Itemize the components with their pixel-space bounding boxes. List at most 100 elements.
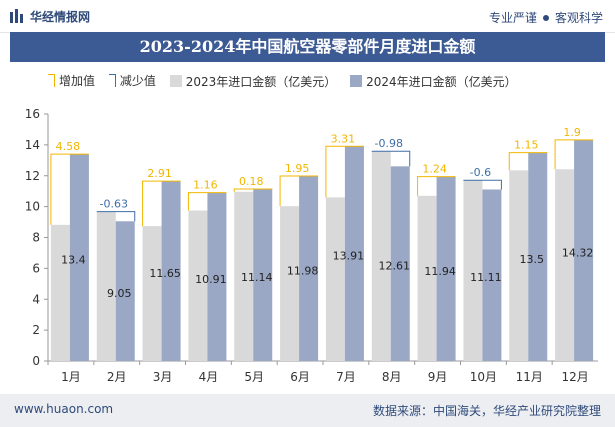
bar-2023	[96, 211, 116, 361]
legend-2023-label: 2023年进口金额（亿美元）	[185, 74, 337, 89]
bar-2023	[555, 169, 575, 361]
bar-2023	[280, 206, 300, 361]
value-label-2024: 14.32	[562, 246, 594, 259]
increase-bracket	[233, 188, 273, 192]
change-label: 1.16	[193, 179, 218, 192]
value-label-2024: 11.94	[424, 265, 456, 278]
bar-2023	[325, 197, 345, 361]
bar-2024	[390, 166, 410, 361]
legend-increase-label: 增加值	[59, 74, 96, 88]
legend-2024[interactable]: 2024年进口金额（亿美元）	[350, 73, 517, 90]
data-source: 数据来源：中国海关，华经产业研究院整理	[372, 404, 601, 418]
bar-2023	[234, 191, 254, 361]
slogan-1: 专业严谨	[488, 11, 537, 25]
value-label-2024: 12.61	[379, 260, 411, 273]
increase-bracket	[50, 153, 89, 225]
legend-decrease-label: 减少值	[119, 74, 156, 88]
decrease-bracket	[371, 150, 411, 167]
legend-decrease[interactable]: 减少值	[108, 72, 156, 89]
increase-bracket	[187, 192, 227, 211]
bar-2024	[299, 176, 319, 361]
bar-2023	[50, 224, 70, 361]
value-label-2024: 11.65	[149, 267, 181, 280]
bar-2024	[207, 192, 227, 361]
bar-2023	[509, 170, 529, 361]
x-tick-label: 7月	[336, 370, 356, 384]
bar-2023	[142, 226, 162, 361]
x-tick-label: 6月	[290, 370, 310, 384]
website-link[interactable]: www.huaon.com	[14, 402, 114, 416]
brand-logo[interactable]: 华经情报网	[10, 8, 90, 25]
y-tick-label: 4	[32, 292, 40, 306]
bar-2024	[69, 154, 89, 361]
swatch-2023	[169, 75, 182, 87]
change-label: 1.95	[285, 162, 310, 175]
logo-text: 华经情报网	[30, 10, 91, 24]
bar-2024	[253, 189, 273, 361]
change-label: 1.15	[514, 139, 539, 152]
value-label-2024: 13.91	[333, 250, 365, 263]
change-label: 2.91	[147, 167, 172, 180]
footer: www.huaon.com 数据来源：中国海关，华经产业研究院整理	[0, 394, 615, 427]
legend-increase[interactable]: 增加值	[48, 72, 95, 89]
decrease-bracket	[463, 179, 502, 190]
increase-bracket	[325, 145, 364, 198]
y-tick-label: 0	[32, 354, 40, 368]
increase-bracket	[142, 180, 181, 227]
change-label: 1.9	[563, 126, 581, 139]
y-tick-label: 10	[25, 200, 40, 214]
x-tick-label: 11月	[516, 370, 543, 384]
y-tick-label: 12	[25, 169, 40, 183]
legend: 增加值 减少值 2023年进口金额（亿美元） 2024年进口金额（亿美元）	[48, 72, 527, 90]
change-label: 0.18	[239, 175, 264, 188]
x-tick-label: 9月	[428, 370, 448, 384]
bar-2024	[528, 152, 548, 361]
change-label: 4.58	[56, 140, 81, 153]
value-label-2024: 11.98	[287, 265, 319, 278]
bar-2024	[436, 176, 456, 361]
bar-2024	[161, 181, 181, 361]
value-label-2024: 9.05	[107, 287, 132, 300]
x-tick-label: 12月	[561, 370, 588, 384]
change-label: 1.24	[422, 163, 447, 176]
value-label-2024: 11.14	[241, 271, 273, 284]
slogan: 专业严谨 客观科学	[489, 9, 603, 26]
legend-2023[interactable]: 2023年进口金额（亿美元）	[169, 73, 337, 90]
increase-swatch	[48, 74, 55, 87]
y-tick-label: 14	[25, 138, 40, 152]
decrease-swatch	[108, 74, 116, 87]
x-tick-label: 1月	[61, 370, 81, 384]
increase-bracket	[279, 175, 319, 207]
value-label-2024: 13.4	[61, 254, 86, 267]
value-label-2024: 13.5	[520, 253, 545, 266]
chart-title: 2023-2024年中国航空器零部件月度进口金额	[10, 32, 605, 62]
dot-icon	[542, 15, 549, 21]
x-tick-label: 5月	[244, 370, 264, 384]
value-label-2024: 11.11	[470, 271, 502, 284]
value-label-2024: 10.91	[195, 273, 227, 286]
change-label: 3.31	[331, 132, 356, 145]
bar-2024	[482, 189, 502, 361]
bar-2024	[574, 139, 594, 361]
increase-bracket	[554, 139, 594, 170]
bar-2023	[417, 195, 437, 361]
y-tick-label: 16	[25, 107, 40, 121]
x-tick-label: 3月	[153, 370, 173, 384]
bar-2023	[188, 210, 208, 361]
y-tick-label: 8	[32, 231, 40, 245]
x-tick-label: 4月	[199, 370, 219, 384]
y-tick-label: 2	[32, 323, 40, 337]
decrease-bracket	[96, 211, 136, 222]
increase-bracket	[508, 152, 548, 171]
change-label: -0.6	[470, 166, 491, 179]
swatch-2024	[350, 75, 363, 87]
bar-2023	[371, 151, 391, 361]
bar-2024	[115, 221, 135, 361]
x-tick-label: 10月	[470, 370, 497, 384]
change-label: -0.98	[375, 137, 403, 150]
logo-icon	[10, 9, 23, 23]
x-tick-label: 8月	[382, 370, 402, 384]
x-tick-label: 2月	[107, 370, 127, 384]
y-tick-label: 6	[32, 261, 40, 275]
